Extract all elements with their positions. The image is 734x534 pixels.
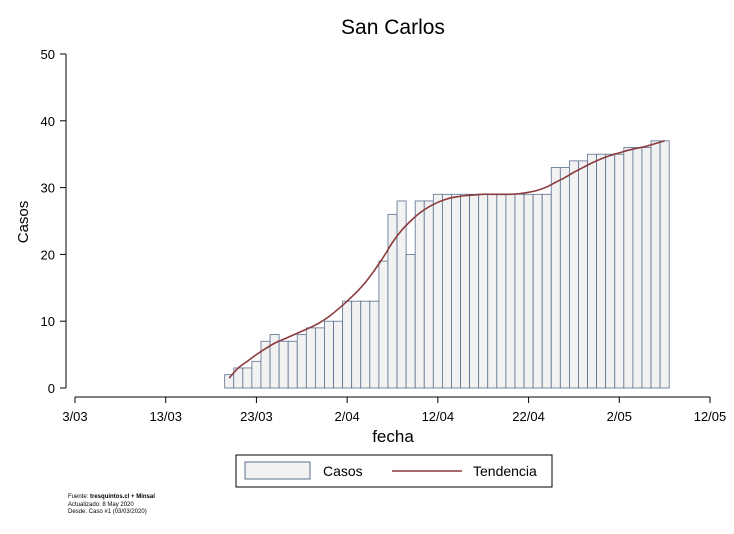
x-tick-label: 2/04 — [334, 409, 359, 424]
bar — [432, 193, 443, 389]
x-tick-label: 23/03 — [240, 409, 273, 424]
bar — [378, 260, 389, 389]
x-tick-label: 3/03 — [62, 409, 87, 424]
trend-line — [228, 140, 665, 379]
bar — [396, 200, 407, 389]
bar — [351, 300, 362, 389]
bar — [278, 340, 289, 389]
bar — [505, 193, 516, 389]
bar — [487, 193, 498, 389]
bar — [387, 213, 398, 389]
x-tick-label: 2/05 — [607, 409, 632, 424]
bar — [514, 193, 525, 389]
bar — [623, 147, 634, 389]
legend-swatch-casos — [244, 461, 311, 480]
x-axis-label: fecha — [372, 427, 414, 446]
legend: Casos Tendencia — [235, 454, 553, 488]
bar — [641, 147, 652, 389]
footer-since: Desde: Caso #1 (03/03/2020) — [68, 509, 147, 515]
legend-label-casos: Casos — [323, 463, 363, 479]
x-ticks: 3/03 13/03 23/03 2/04 12/04 22/04 2/05 12/05 — [62, 397, 726, 424]
bar — [578, 160, 588, 389]
bar — [605, 153, 616, 389]
bar — [342, 300, 353, 389]
bar — [568, 160, 579, 389]
bar — [369, 300, 380, 389]
chart-title: San Carlos — [341, 16, 445, 39]
footer-notes: Fuente: tresquintos.cl + Minsal Actualiz… — [68, 494, 155, 517]
bar — [224, 374, 235, 389]
footer-source: Fuente: tresquintos.cl + Minsal — [68, 494, 155, 500]
bar — [460, 193, 471, 389]
bar — [532, 193, 543, 389]
bar — [541, 193, 552, 389]
y-tick-label: 50 — [41, 47, 55, 62]
x-tick-label: 12/04 — [422, 409, 455, 424]
bar — [324, 320, 334, 389]
bar — [287, 340, 298, 389]
bar — [414, 200, 425, 389]
bar — [305, 327, 316, 389]
bar — [587, 153, 598, 389]
y-tick-label: 20 — [41, 247, 55, 262]
bar — [614, 153, 625, 389]
bar — [360, 300, 371, 389]
bar — [451, 193, 461, 389]
x-tick-label: 13/03 — [149, 409, 182, 424]
bar — [659, 140, 670, 389]
bar — [478, 193, 489, 389]
bar — [333, 320, 344, 389]
footer-updated: Actualizado: 8 May 2020 — [68, 501, 134, 508]
bar — [632, 147, 643, 389]
bar — [550, 167, 561, 389]
bar — [314, 327, 325, 389]
y-ticks: 0 10 20 30 40 50 — [41, 47, 66, 396]
bars-group — [224, 140, 670, 389]
bar — [523, 193, 534, 389]
bar — [251, 360, 262, 389]
y-tick-label: 30 — [41, 181, 55, 196]
bar — [296, 334, 307, 389]
bar — [650, 140, 661, 389]
y-tick-label: 0 — [48, 381, 55, 396]
bar — [596, 153, 607, 389]
legend-label-tendencia: Tendencia — [473, 463, 537, 479]
bar — [441, 193, 452, 389]
x-tick-label: 22/04 — [512, 409, 545, 424]
bar — [559, 167, 570, 389]
y-tick-label: 10 — [41, 314, 55, 329]
y-tick-label: 40 — [41, 114, 55, 129]
bar — [242, 367, 253, 389]
x-tick-label: 12/05 — [694, 409, 727, 424]
bar — [469, 193, 480, 389]
bar — [423, 200, 434, 389]
bar — [496, 193, 507, 389]
y-axis-label: Casos — [15, 201, 32, 244]
bar — [405, 253, 416, 389]
